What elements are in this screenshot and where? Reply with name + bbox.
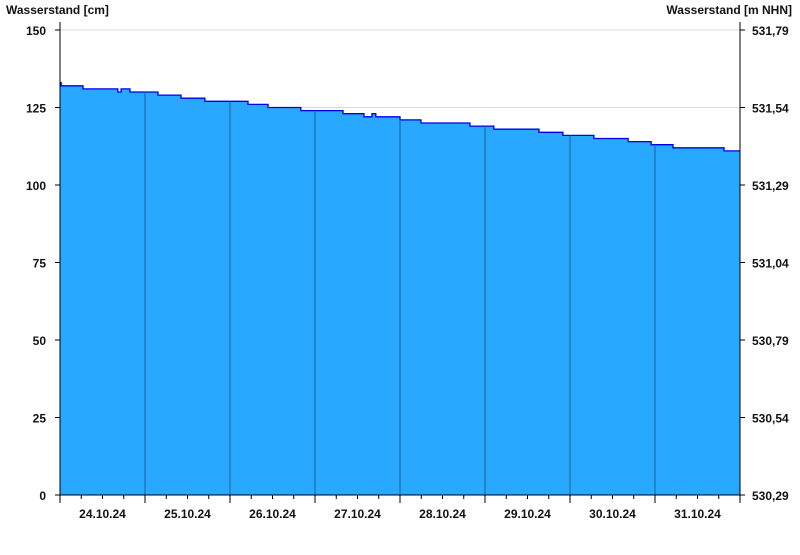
y-tick-label-right: 531,79	[752, 24, 789, 38]
y-tick-label-left: 0	[39, 489, 46, 503]
right-axis-title: Wasserstand [m NHN]	[666, 3, 792, 17]
x-tick-label: 30.10.24	[589, 507, 636, 521]
y-tick-label-right: 531,29	[752, 179, 789, 193]
y-tick-label-left: 25	[33, 412, 47, 426]
x-tick-label: 31.10.24	[674, 507, 721, 521]
y-tick-label-right: 530,79	[752, 334, 789, 348]
y-tick-label-left: 75	[33, 257, 47, 271]
x-tick-label: 29.10.24	[504, 507, 551, 521]
water-level-line	[60, 82, 740, 152]
x-tick-label: 27.10.24	[334, 507, 381, 521]
x-tick-label: 25.10.24	[164, 507, 211, 521]
y-tick-label-right: 531,04	[752, 257, 789, 271]
x-tick-label: 24.10.24	[79, 507, 126, 521]
y-tick-label-right: 531,54	[752, 102, 789, 116]
y-tick-label-right: 530,54	[752, 412, 789, 426]
y-tick-label-left: 100	[26, 179, 46, 193]
y-tick-label-left: 150	[26, 24, 46, 38]
x-tick-label: 28.10.24	[419, 507, 466, 521]
y-tick-label-left: 125	[26, 102, 46, 116]
left-axis-title: Wasserstand [cm]	[6, 3, 109, 17]
y-tick-label-left: 50	[33, 334, 47, 348]
x-tick-label: 26.10.24	[249, 507, 296, 521]
y-tick-label-right: 530,29	[752, 489, 789, 503]
